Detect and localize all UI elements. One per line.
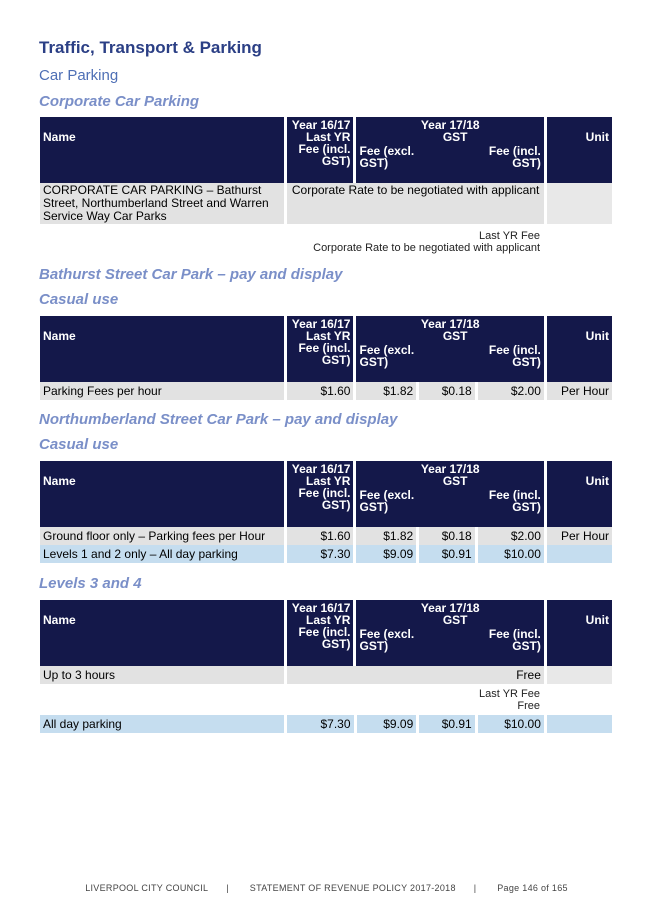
row-gst: $0.18 (419, 527, 475, 545)
year-prev-label: Year 16/17 (291, 462, 351, 476)
row-gst: $0.91 (419, 545, 475, 563)
col-name-header: Name (40, 600, 285, 666)
page-footer: LIVERPOOL CITY COUNCIL | STATEMENT OF REV… (85, 883, 568, 893)
year-curr-label: Year 17/18 (420, 462, 480, 476)
fee-incl-label: Fee (incl. GST) (488, 488, 541, 514)
corporate-row-value: Corporate Rate to be negotiated with app… (287, 183, 544, 224)
bathurst-heading: Bathurst Street Car Park – pay and displ… (39, 266, 343, 283)
col-last-yr-header: Year 16/17 Last YR Fee (incl. GST) (287, 600, 354, 666)
row-name: Up to 3 hours (40, 666, 285, 684)
row-fee-incl: $2.00 (477, 382, 544, 400)
fee-excl-label: Fee (excl. GST) (359, 343, 415, 369)
fee-incl-label: Fee (incl. GST) (488, 343, 541, 369)
row-gst: $0.18 (419, 382, 475, 400)
last-yr-label: Last YR Fee (incl. GST) (298, 130, 351, 168)
bathurst-subheading: Casual use (39, 291, 119, 308)
gst-label: GST (442, 130, 468, 144)
row-unit (546, 666, 612, 684)
row-fee-excl: $1.82 (356, 527, 417, 545)
col-name-header: Name (40, 461, 285, 527)
fee-excl-label: Fee (excl. GST) (359, 144, 415, 170)
last-yr-label: Last YR Fee (incl. GST) (298, 613, 351, 651)
col-last-yr-header: Year 16/17 Last YR Fee (incl. GST) (287, 117, 354, 183)
last-yr-label: Last YR Fee (incl. GST) (298, 329, 351, 367)
col-unit-header: Unit (546, 316, 612, 382)
row-last-fee: $1.60 (287, 382, 354, 400)
table-row: Up to 3 hours Free (40, 666, 612, 684)
col-unit-header: Unit (546, 117, 612, 183)
gst-label: GST (442, 474, 468, 488)
corporate-row-unit (546, 183, 612, 224)
fee-incl-label: Fee (incl. GST) (488, 627, 541, 653)
row-gst: $0.91 (419, 715, 475, 733)
col-name-header: Name (40, 316, 285, 382)
year-curr-label: Year 17/18 (420, 601, 480, 615)
row-unit: Per Hour (546, 382, 612, 400)
row-fee-incl: $10.00 (477, 715, 544, 733)
row-fee-incl: $10.00 (477, 545, 544, 563)
row-fee-excl: $9.09 (356, 545, 417, 563)
gst-label: GST (442, 329, 468, 343)
row-name: Parking Fees per hour (40, 382, 285, 400)
col-unit-header: Unit (546, 600, 612, 666)
row-last-fee: $1.60 (287, 527, 354, 545)
year-curr-header: Year 17/18 Fee (excl. GST) GST Fee (incl… (356, 117, 544, 183)
row-fee-incl: Free (287, 666, 544, 684)
footer-doc: STATEMENT OF REVENUE POLICY 2017-2018 (249, 883, 456, 893)
levels34-fee-table: Name Year 16/17 Last YR Fee (incl. GST) Y… (37, 600, 615, 684)
row-unit (546, 545, 612, 563)
levels34-fee-table-2: All day parking $7.30 $9.09 $0.91 $10.00 (37, 715, 615, 733)
year-curr-label: Year 17/18 (420, 317, 480, 331)
section-title: Car Parking (39, 67, 119, 84)
northumberland-fee-table: Name Year 16/17 Last YR Fee (incl. GST) Y… (37, 461, 615, 563)
row-fee-incl: $2.00 (477, 527, 544, 545)
levels34-note-value: Free (517, 700, 540, 712)
year-curr-header: Year 17/18 Fee (excl. GST) GST Fee (incl… (356, 600, 544, 666)
corporate-heading: Corporate Car Parking (39, 93, 200, 110)
footer-page: Page 146 of 165 (497, 883, 568, 893)
col-unit-header: Unit (546, 461, 612, 527)
row-name: Levels 1 and 2 only – All day parking (40, 545, 285, 563)
row-name: Ground floor only – Parking fees per Hou… (40, 527, 285, 545)
table-row: All day parking $7.30 $9.09 $0.91 $10.00 (40, 715, 612, 733)
corporate-note-value: Corporate Rate to be negotiated with app… (313, 242, 540, 254)
row-fee-excl: $1.82 (356, 382, 417, 400)
page-title: Traffic, Transport & Parking (39, 38, 262, 57)
row-last-fee: $7.30 (287, 715, 354, 733)
last-yr-label: Last YR Fee (incl. GST) (298, 474, 351, 512)
table-row: Ground floor only – Parking fees per Hou… (40, 527, 612, 545)
corporate-note: Last YR Fee Corporate Rate to be negotia… (280, 230, 540, 254)
fee-excl-label: Fee (excl. GST) (359, 627, 415, 653)
fee-incl-label: Fee (incl. GST) (488, 144, 541, 170)
levels34-heading: Levels 3 and 4 (39, 575, 142, 592)
northumberland-heading: Northumberland Street Car Park – pay and… (39, 411, 398, 428)
footer-org: LIVERPOOL CITY COUNCIL (85, 883, 209, 893)
col-name-header: Name (40, 117, 285, 183)
gst-label: GST (442, 613, 468, 627)
bathurst-fee-table: Name Year 16/17 Last YR Fee (incl. GST) Y… (37, 316, 615, 400)
row-fee-excl: $9.09 (356, 715, 417, 733)
year-curr-header: Year 17/18 Fee (excl. GST) GST Fee (incl… (356, 461, 544, 527)
corporate-row-name: CORPORATE CAR PARKING – Bathurst Street,… (40, 183, 285, 224)
levels34-note: Last YR Fee Free (400, 688, 540, 712)
table-row: Parking Fees per hour $1.60 $1.82 $0.18 … (40, 382, 612, 400)
col-last-yr-header: Year 16/17 Last YR Fee (incl. GST) (287, 461, 354, 527)
col-last-yr-header: Year 16/17 Last YR Fee (incl. GST) (287, 316, 354, 382)
table-row: Levels 1 and 2 only – All day parking $7… (40, 545, 612, 563)
corporate-note-label: Last YR Fee (479, 230, 540, 242)
row-unit (546, 715, 612, 733)
row-last-fee: $7.30 (287, 545, 354, 563)
corporate-fee-table: Name Year 16/17 Last YR Fee (incl. GST) Y… (37, 117, 615, 224)
northumberland-subheading: Casual use (39, 436, 119, 453)
row-name: All day parking (40, 715, 285, 733)
fee-excl-label: Fee (excl. GST) (359, 488, 415, 514)
row-unit: Per Hour (546, 527, 612, 545)
year-curr-label: Year 17/18 (420, 118, 480, 132)
year-prev-label: Year 16/17 (291, 317, 351, 331)
levels34-note-label: Last YR Fee (479, 688, 540, 700)
year-prev-label: Year 16/17 (291, 601, 351, 615)
year-curr-header: Year 17/18 Fee (excl. GST) GST Fee (incl… (356, 316, 544, 382)
year-prev-label: Year 16/17 (291, 118, 351, 132)
